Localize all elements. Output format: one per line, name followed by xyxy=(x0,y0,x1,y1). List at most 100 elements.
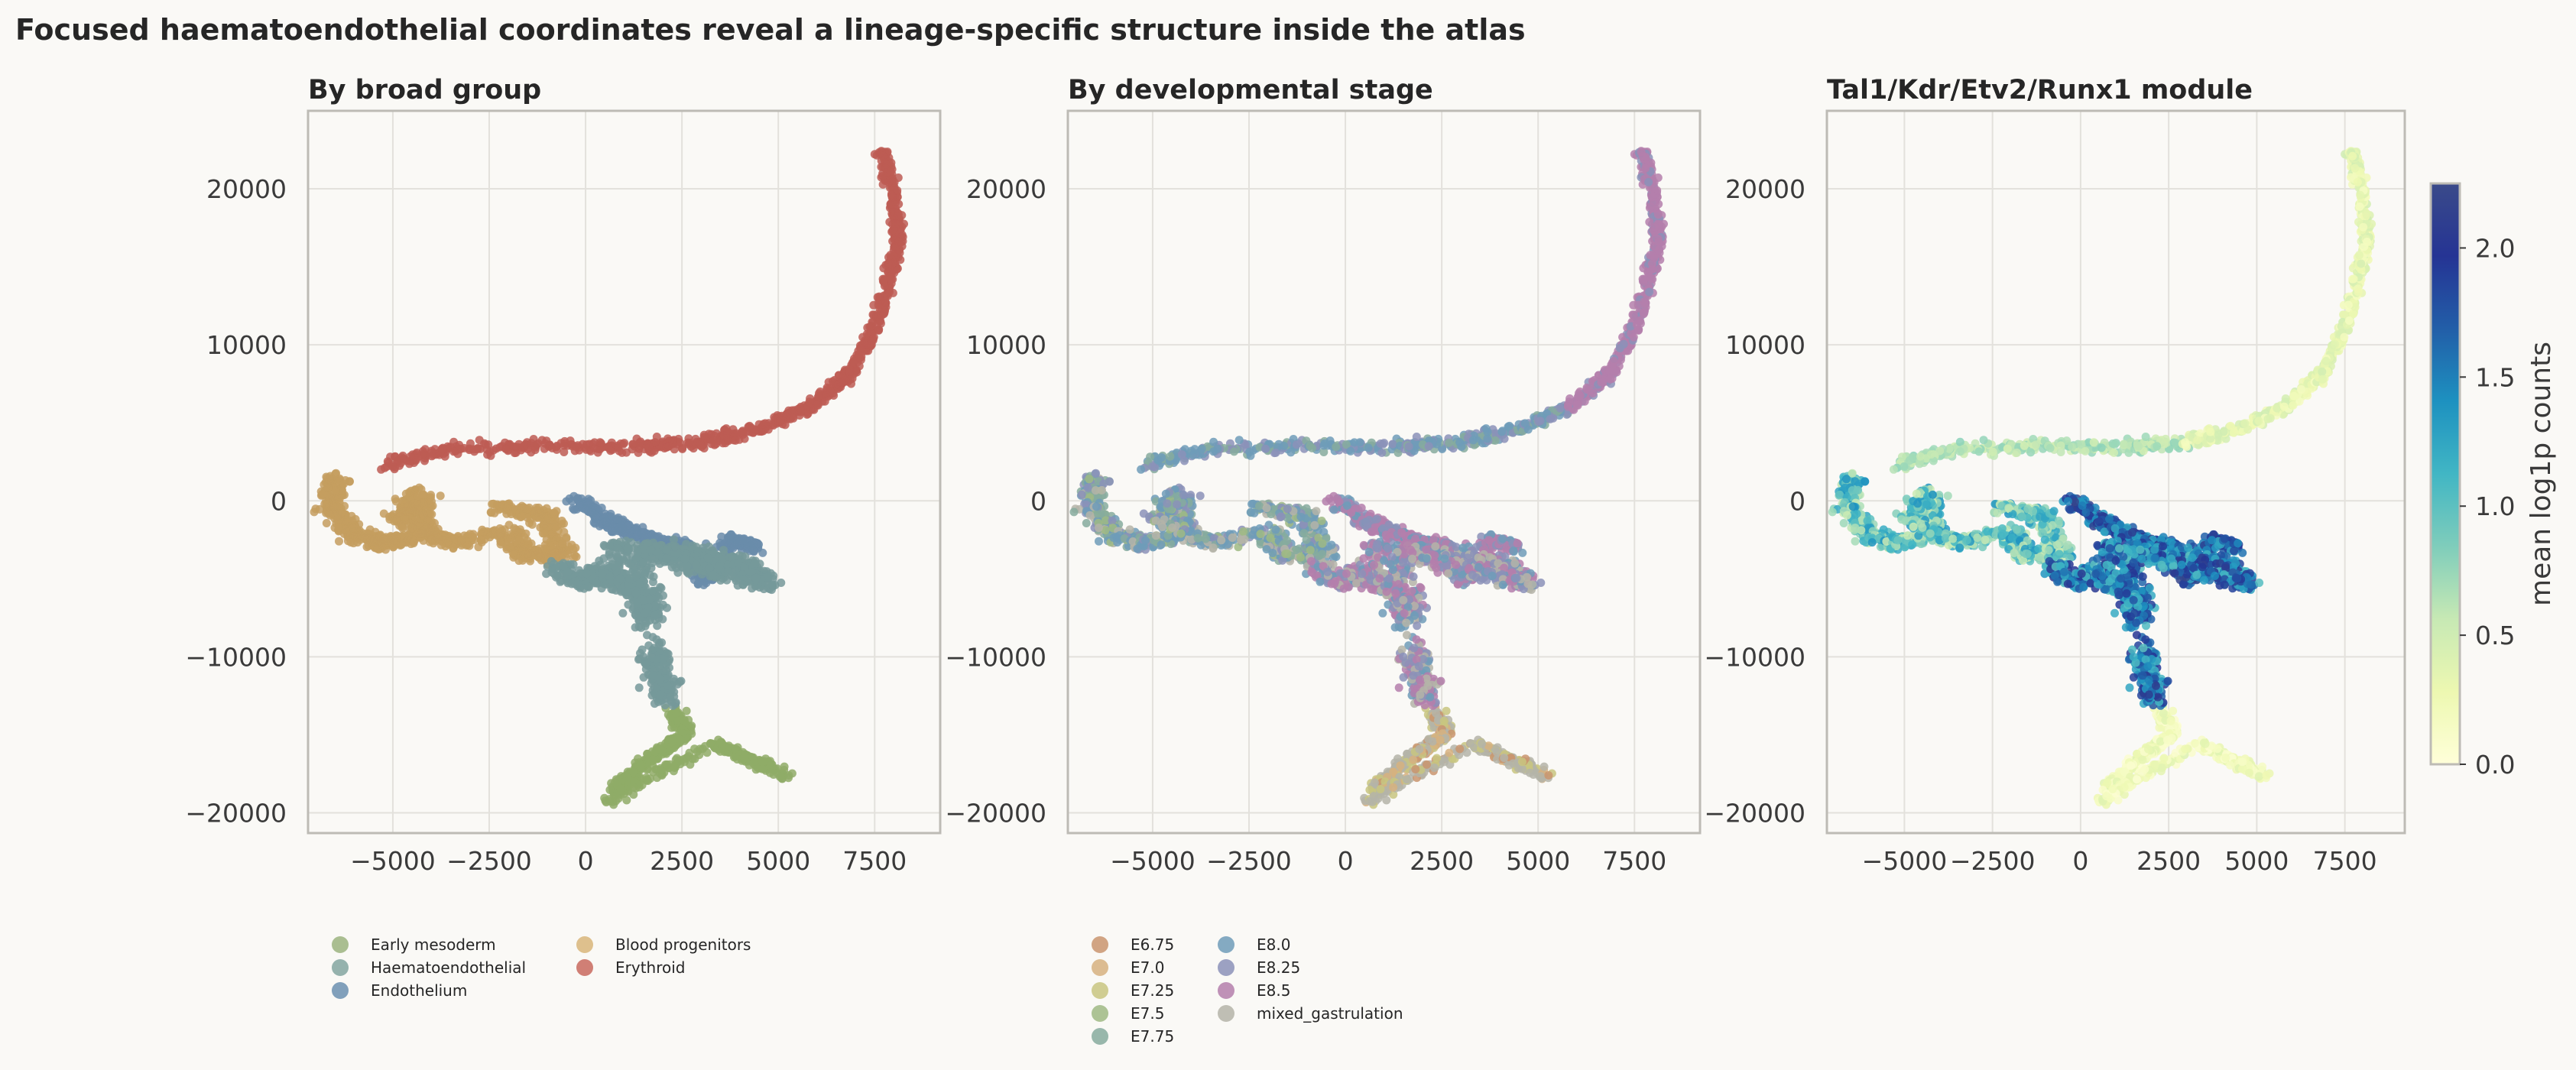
scatter-point xyxy=(671,542,680,551)
scatter-point xyxy=(886,251,895,260)
scatter-point xyxy=(1329,505,1338,514)
x-tick-label: 5000 xyxy=(746,846,810,876)
scatter-point xyxy=(609,792,618,801)
scatter-point xyxy=(666,692,675,702)
scatter-point xyxy=(1347,508,1356,517)
scatter-point xyxy=(718,739,726,748)
scatter-point xyxy=(629,783,638,792)
scatter-point xyxy=(786,414,795,423)
scatter-point xyxy=(558,539,567,548)
scatter-point xyxy=(388,462,397,471)
panel-1: −5000 −2500 0 2500 5000 7500−20000−1000001000… xyxy=(185,75,942,1000)
y-tick-label: 0 xyxy=(271,486,287,516)
scatter-point xyxy=(813,400,822,410)
scatter-point xyxy=(670,764,679,772)
scatter-point xyxy=(586,446,595,456)
scatter-point xyxy=(646,545,655,554)
scatter-point xyxy=(496,530,505,539)
scatter-point xyxy=(563,567,573,576)
scatter-point xyxy=(335,537,343,546)
scatter-point xyxy=(655,744,664,754)
scatter-point xyxy=(642,618,651,627)
scatter-point xyxy=(326,511,335,520)
scatter-point xyxy=(616,785,625,793)
scatter-point xyxy=(1517,757,1526,767)
scatter-point xyxy=(537,553,545,562)
scatter-point xyxy=(618,448,627,457)
scatter-point xyxy=(1539,762,1549,771)
scatter-point xyxy=(650,644,659,653)
scatter-point xyxy=(664,442,673,451)
scatter-point xyxy=(587,508,596,517)
scatter-point xyxy=(894,210,903,219)
scatter-point xyxy=(881,303,891,312)
scatter-point xyxy=(331,486,340,495)
figure-title: Focused haematoendothelial coordinates r… xyxy=(15,13,1526,47)
scatter-point xyxy=(610,778,619,787)
scatter-point xyxy=(1409,755,1418,764)
scatter-point xyxy=(1536,772,1545,781)
scatter-point xyxy=(738,427,747,436)
scatter-point xyxy=(845,374,855,384)
scatter-point xyxy=(441,534,450,543)
legend-label: Haematoendothelial xyxy=(371,958,526,977)
scatter-point xyxy=(738,580,748,589)
scatter-point xyxy=(567,540,576,550)
scatter-point xyxy=(1361,517,1371,527)
scatter-point xyxy=(869,332,878,342)
scatter-point xyxy=(1335,498,1344,507)
scatter-point xyxy=(768,580,777,589)
scatter-point xyxy=(622,796,631,805)
scatter-point xyxy=(1455,744,1465,754)
scatter-point xyxy=(386,452,395,462)
scatter-point xyxy=(1517,764,1526,773)
scatter-point xyxy=(381,536,390,545)
scatter-point xyxy=(663,760,671,769)
scatter-point xyxy=(885,287,894,297)
scatter-point xyxy=(605,547,614,556)
scatter-point xyxy=(758,548,767,557)
scatter-point xyxy=(697,443,706,451)
scatter-point xyxy=(891,222,900,232)
scatter-point xyxy=(692,560,701,569)
scatter-point xyxy=(776,417,785,426)
scatter-point xyxy=(433,533,443,543)
scatter-point xyxy=(377,465,386,474)
scatter-point xyxy=(708,570,717,579)
scatter-point xyxy=(803,402,813,411)
scatter-point xyxy=(1376,785,1385,793)
scatter-point xyxy=(575,498,584,507)
scatter-point xyxy=(1466,739,1475,747)
scatter-point xyxy=(887,202,895,211)
scatter-point xyxy=(640,608,649,618)
scatter-point xyxy=(567,497,576,506)
x-tick-label: 2500 xyxy=(650,846,714,876)
scatter-point xyxy=(348,516,357,525)
scatter-point xyxy=(599,540,608,550)
scatter-point xyxy=(599,554,608,563)
scatter-point xyxy=(552,507,561,516)
scatter-point xyxy=(1415,744,1424,754)
scatter-point xyxy=(716,576,725,585)
scatter-point xyxy=(639,595,648,605)
scatter-point xyxy=(749,546,758,556)
scatter-point xyxy=(643,775,651,784)
scatter-point xyxy=(878,151,887,160)
scatter-point xyxy=(709,436,718,445)
scatter-point xyxy=(685,748,694,757)
panel-title: By broad group xyxy=(308,75,541,105)
scatter-point xyxy=(629,767,638,777)
scatter-point xyxy=(625,574,634,583)
scatter-point xyxy=(623,544,632,553)
scatter-point xyxy=(495,501,504,511)
scatter-point xyxy=(501,444,510,453)
scatter-point xyxy=(1439,716,1449,725)
scatter-point xyxy=(449,543,458,553)
scatter-point xyxy=(723,427,732,436)
scatter-point xyxy=(662,545,671,554)
scatter-point xyxy=(1544,771,1553,780)
scatter-point xyxy=(874,300,883,310)
scatter-point xyxy=(751,559,760,568)
scatter-point xyxy=(728,572,737,580)
scatter-point xyxy=(639,673,648,682)
